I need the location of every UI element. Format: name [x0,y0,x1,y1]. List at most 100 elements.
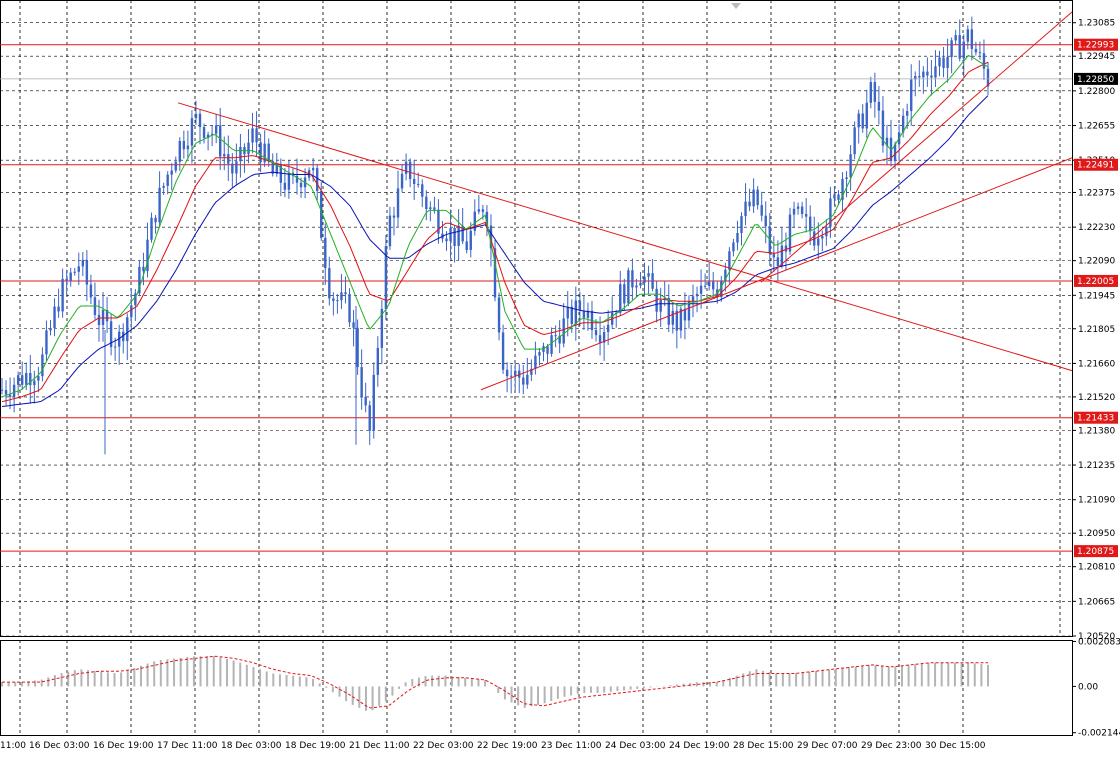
candle-body [659,299,662,312]
candle-body [679,308,683,331]
candle-body [962,41,965,59]
candle-body [150,217,153,240]
level-label-box [1074,274,1118,287]
level-label: 1.22491 [1077,161,1114,171]
candle-body [202,127,206,138]
candle-body [889,137,893,162]
candle-body [85,259,89,285]
candle-body [481,209,485,212]
candle-body [744,201,747,217]
candle-body [239,146,242,162]
candle-body [926,71,929,76]
x-tick-label: 17 Dec 11:00 [157,741,218,751]
candle-body [433,207,436,210]
candle-body [21,375,24,385]
level-label: 1.20875 [1077,547,1114,557]
candle-body [950,40,953,57]
candle-body [671,310,675,325]
candle-body [780,245,784,266]
candle-body [162,185,165,188]
candle-body [627,270,630,304]
ma-slow-line [1,95,989,407]
candle-body [130,305,133,318]
candle-body [465,241,468,250]
candle-body [986,68,990,87]
candle-body [938,57,941,67]
y-tick-label: 1.20810 [1078,563,1115,573]
candle-body [841,178,844,200]
candle-body [699,285,703,294]
candle-body [873,82,877,102]
candle-body [647,273,650,277]
candle-body [45,330,48,355]
candle-body [336,300,339,302]
x-tick-label: 29 Dec 23:00 [861,741,922,751]
candle-body [598,335,602,343]
candle-body [485,211,489,226]
oscillator-pane-frame [0,640,1073,736]
candle-body [223,154,226,157]
candle-body [538,352,541,356]
candle-body [518,370,521,378]
x-tick-label: 18 Dec 19:00 [285,741,346,751]
candle-body [534,355,537,369]
candle-body [861,113,864,129]
level-label-box [1074,545,1118,558]
candle-body [376,347,380,375]
y-tick-label: 1.22945 [1078,52,1115,62]
candle-body [566,306,569,319]
y-tick-label: 1.22800 [1078,87,1115,97]
candle-body [958,35,961,59]
candle-body [360,367,363,397]
candle-body [578,300,582,311]
candle-body [631,270,634,288]
candle-body [247,142,250,155]
y-tick-label: 1.21520 [1078,393,1115,403]
chart-shift-marker[interactable] [731,3,741,9]
ma-mid-line [1,61,989,403]
candle-body [469,230,472,250]
candle-body [817,238,820,246]
candle-body [275,163,278,174]
candle-body [352,322,355,328]
candle-body [489,225,493,249]
trend-line[interactable] [480,157,1073,391]
candle-body [562,318,565,344]
candle-body [113,346,117,348]
candle-body [914,76,917,80]
y-tick-label: 1.21090 [1078,496,1115,506]
trend-line[interactable] [760,11,1073,283]
trend-line[interactable] [177,102,1073,372]
candle-body [522,377,525,385]
candle-body [408,161,412,179]
candle-body [29,373,32,386]
candle-body [885,137,889,146]
candle-body [134,293,137,306]
candle-body [368,405,371,431]
candle-body [126,317,129,342]
candle-body [546,346,549,354]
candle-body [453,228,456,246]
candle-body [101,309,105,325]
candle-body [25,373,28,385]
y-tick-label: 1.21805 [1078,325,1115,335]
candle-body [235,161,238,174]
candle-body [473,211,476,231]
y-tick-label: 1.20950 [1078,529,1115,539]
x-tick-label: 18 Dec 03:00 [221,741,282,751]
candle-body [178,140,182,162]
candle-body [97,314,101,325]
candle-body [542,346,545,353]
candle-body [299,182,303,188]
candle-body [667,297,670,325]
candle-body [57,306,60,312]
candle-body [477,209,481,212]
candle-body [574,300,578,324]
candle-body [227,154,230,164]
candle-body [324,237,327,269]
candle-body [348,294,351,323]
candle-body [930,75,933,78]
osc-signal-line [2,655,988,709]
level-label: 1.21433 [1077,414,1114,424]
